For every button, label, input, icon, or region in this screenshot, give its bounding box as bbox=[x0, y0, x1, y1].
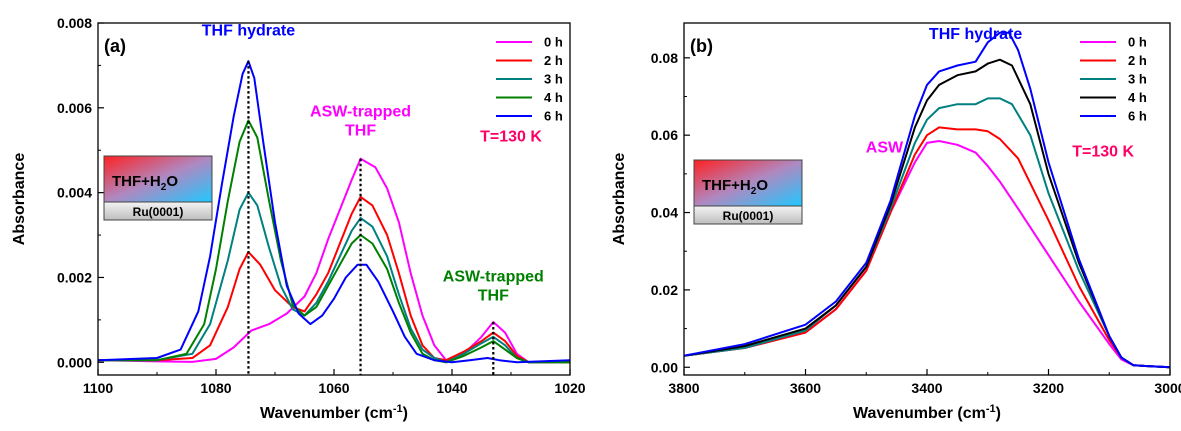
panel-a-substrate-label: Ru(0001) bbox=[133, 205, 184, 219]
panel-a-substrate bbox=[103, 201, 213, 221]
panel-b-legend-label: 6 h bbox=[1128, 109, 1147, 124]
panel-a-x-tick-label: 1060 bbox=[318, 380, 349, 396]
panel-a-series-2h bbox=[98, 195, 570, 364]
panel-b-series-2h bbox=[683, 126, 1171, 369]
panel-a-y-tick-label: 0.002 bbox=[57, 269, 92, 285]
panel-b-annotation: T=130 K bbox=[1072, 143, 1134, 160]
panel-a-y-tick-label: 0.006 bbox=[57, 100, 92, 116]
panel-b-x-tick-label: 3200 bbox=[1033, 380, 1064, 396]
panel-a-x-axis-title: Wavenumber (cm-1) bbox=[260, 403, 408, 422]
panel-a-series-0h bbox=[97, 157, 570, 364]
panel-a-frame bbox=[97, 22, 571, 376]
panel-a-x-tick-label: 1080 bbox=[200, 380, 231, 396]
panel-a-legend-label: 2 h bbox=[544, 53, 563, 68]
panel-b-sample-inset: THF+H2O Ru(0001) bbox=[693, 159, 803, 225]
panel-b-frame bbox=[683, 22, 1171, 376]
panel-b-x-tick-label: 3600 bbox=[790, 380, 821, 396]
panel-b-y-tick-label: 0.00 bbox=[651, 359, 678, 375]
panel-b-legend-label: 3 h bbox=[1128, 72, 1147, 87]
panel-a-legend-label: 0 h bbox=[544, 35, 563, 50]
panel-a-label: (a) bbox=[104, 36, 126, 56]
panel-b-substrate bbox=[693, 205, 803, 225]
panel-b-x-axis-title: Wavenumber (cm-1) bbox=[853, 403, 1001, 422]
panel-a-x-tick-label: 1040 bbox=[436, 380, 467, 396]
panel-b-y-tick-label: 0.08 bbox=[651, 50, 678, 66]
panel-a-series-3h bbox=[98, 191, 570, 364]
panel-a-series-4h bbox=[98, 119, 570, 364]
panel-b-legend-label: 2 h bbox=[1128, 53, 1147, 68]
panel-b-series-6h bbox=[683, 31, 1171, 369]
panel-a-y-tick-label: 0.000 bbox=[57, 354, 92, 370]
panel-a-film-label: THF+H2O bbox=[112, 173, 178, 193]
panel-a-film-layer bbox=[103, 155, 213, 203]
panel-a-x-tick-label: 1020 bbox=[554, 380, 585, 396]
panel-a-annotation: THF hydrate bbox=[202, 23, 295, 40]
panel-b-annotation: THF hydrate bbox=[929, 26, 1022, 43]
panel-b-y-tick-label: 0.04 bbox=[651, 205, 678, 221]
panel-b-legend-label: 4 h bbox=[1128, 90, 1147, 105]
panel-b-x-tick-label: 3400 bbox=[911, 380, 942, 396]
panel-b-label: (b) bbox=[690, 36, 713, 56]
panel-b-legend-label: 0 h bbox=[1128, 35, 1147, 50]
panel-b-y-tick-label: 0.06 bbox=[651, 127, 678, 143]
panel-a-x-tick-label: 1100 bbox=[83, 380, 114, 396]
panel-b-y-axis-title: Absorbance bbox=[611, 153, 628, 246]
panel-b-annotation: ASW bbox=[866, 140, 904, 157]
panel-a-legend-label: 6 h bbox=[544, 109, 563, 124]
panel-a-legend-label: 4 h bbox=[544, 90, 563, 105]
panel-a: 1100 1080 1060 1040 1020 0.000 0.002 0.004 0.006… bbox=[11, 15, 586, 422]
panel-a-plot-area: 1100 1080 1060 1040 1020 0.000 0.002 0.004 0.006… bbox=[57, 15, 586, 396]
panel-a-series-6h bbox=[97, 60, 571, 364]
panel-a-y-tick-label: 0.008 bbox=[57, 15, 92, 31]
panel-a-y-tick-label: 0.004 bbox=[57, 185, 92, 201]
panel-a-annotation: ASW-trapped THF bbox=[310, 103, 411, 139]
panel-b-y-tick-label: 0.02 bbox=[651, 282, 678, 298]
panel-b-x-tick-label: 3800 bbox=[668, 380, 699, 396]
panel-b-substrate-label: Ru(0001) bbox=[723, 209, 774, 223]
panel-a-legend-label: 3 h bbox=[544, 72, 563, 87]
panel-a-annotation: ASW-trapped THF bbox=[443, 269, 544, 305]
panel-a-annotation: T=130 K bbox=[480, 129, 542, 146]
panel-b-film-label: THF+H2O bbox=[702, 177, 768, 197]
panel-a-sample-inset: THF+H2O Ru(0001) bbox=[103, 155, 213, 221]
panel-a-y-axis-title: Absorbance bbox=[11, 153, 28, 246]
